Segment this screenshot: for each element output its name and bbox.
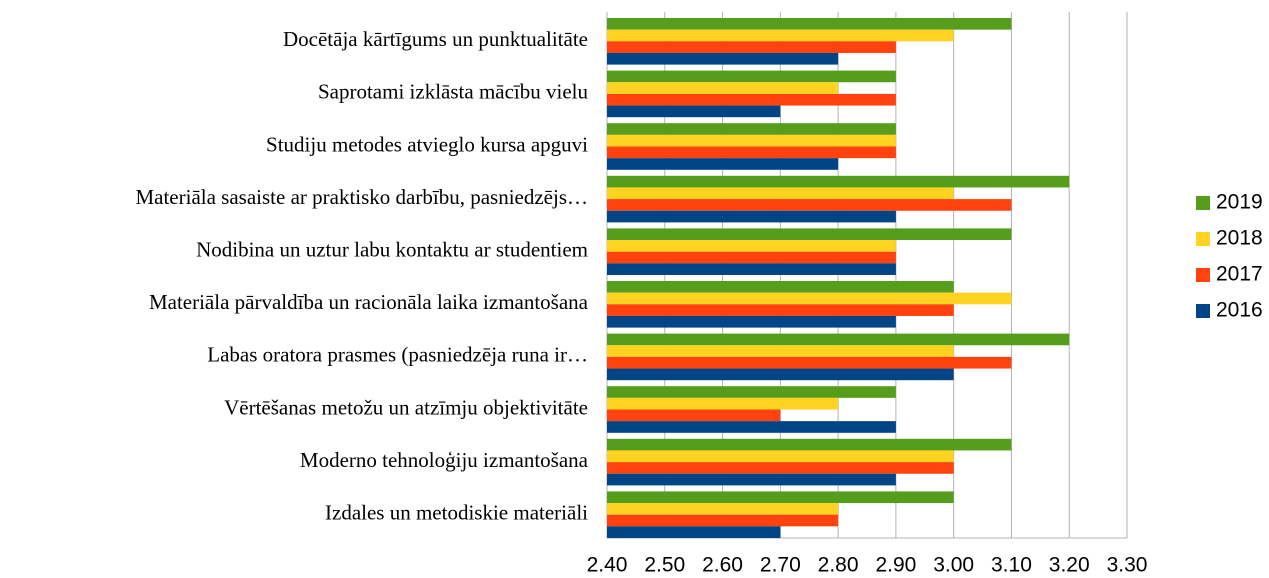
legend-label: 2016	[1216, 299, 1263, 322]
bar	[607, 292, 1012, 305]
legend-swatch	[1196, 196, 1210, 210]
bar	[607, 281, 954, 293]
bar	[607, 158, 839, 170]
bar	[607, 199, 1012, 211]
bar	[607, 134, 896, 147]
bar	[607, 240, 896, 252]
x-tick-label: 3.30	[1107, 554, 1148, 577]
x-tick-label: 2.40	[587, 554, 628, 577]
bar	[607, 210, 896, 223]
x-tick-label: 2.90	[875, 554, 916, 577]
category-label: Izdales un metodiskie materiāli	[325, 501, 588, 525]
bar	[607, 503, 839, 515]
bar	[607, 462, 954, 474]
x-tick-label: 2.60	[702, 554, 743, 577]
category-label: Materiāla sasaiste ar praktisko darbību,…	[135, 185, 588, 209]
bar	[607, 386, 896, 398]
bar	[607, 228, 1012, 241]
bar	[607, 450, 954, 463]
bar	[607, 18, 1012, 30]
legend-swatch	[1196, 268, 1210, 282]
bar	[607, 304, 954, 316]
bar	[607, 333, 1070, 346]
category-label: Moderno tehnoloģiju izmantošana	[300, 448, 589, 472]
category-label: Docētāja kārtīgums un punktualitāte	[283, 27, 588, 51]
bar	[607, 82, 839, 94]
bar	[607, 345, 954, 357]
bar	[607, 409, 781, 422]
bar	[607, 146, 896, 159]
category-label: Materiāla pārvaldība un racionāla laika …	[149, 290, 589, 314]
bar	[607, 526, 781, 538]
bar	[607, 70, 896, 83]
x-tick-label: 2.70	[760, 554, 801, 577]
bar	[607, 368, 954, 381]
category-label: Studiju metodes atvieglo kursa apguvi	[266, 132, 588, 156]
bar	[607, 52, 839, 65]
category-label: Nodibina un uztur labu kontaktu ar stude…	[196, 238, 588, 262]
bar	[607, 421, 896, 433]
category-label: Vērtēšanas metožu un atzīmju objektivitā…	[224, 395, 588, 419]
bar	[607, 263, 896, 275]
bar	[607, 514, 839, 527]
bar	[607, 175, 1070, 188]
bar	[607, 438, 1012, 451]
bar	[607, 105, 781, 118]
bar	[607, 397, 839, 410]
bar	[607, 251, 896, 264]
bar	[607, 473, 896, 486]
bar	[607, 187, 954, 200]
x-tick-label: 2.80	[818, 554, 859, 577]
bar	[607, 93, 896, 106]
x-tick-label: 3.20	[1049, 554, 1090, 577]
legend-label: 2017	[1216, 263, 1263, 286]
x-tick-label: 3.00	[933, 554, 974, 577]
x-tick-label: 3.10	[991, 554, 1032, 577]
bar	[607, 41, 896, 53]
bar	[607, 356, 1012, 369]
bar	[607, 491, 954, 504]
bar	[607, 315, 896, 328]
legend-label: 2018	[1216, 227, 1263, 250]
category-label: Saprotami izklāsta mācību vielu	[318, 80, 589, 104]
category-label: Labas oratora prasmes (pasniedzēja runa …	[207, 343, 588, 367]
legend-label: 2019	[1216, 191, 1263, 214]
bar	[607, 123, 896, 135]
bar	[607, 29, 954, 42]
legend-swatch	[1196, 232, 1210, 246]
x-tick-label: 2.50	[644, 554, 685, 577]
legend-swatch	[1196, 304, 1210, 318]
